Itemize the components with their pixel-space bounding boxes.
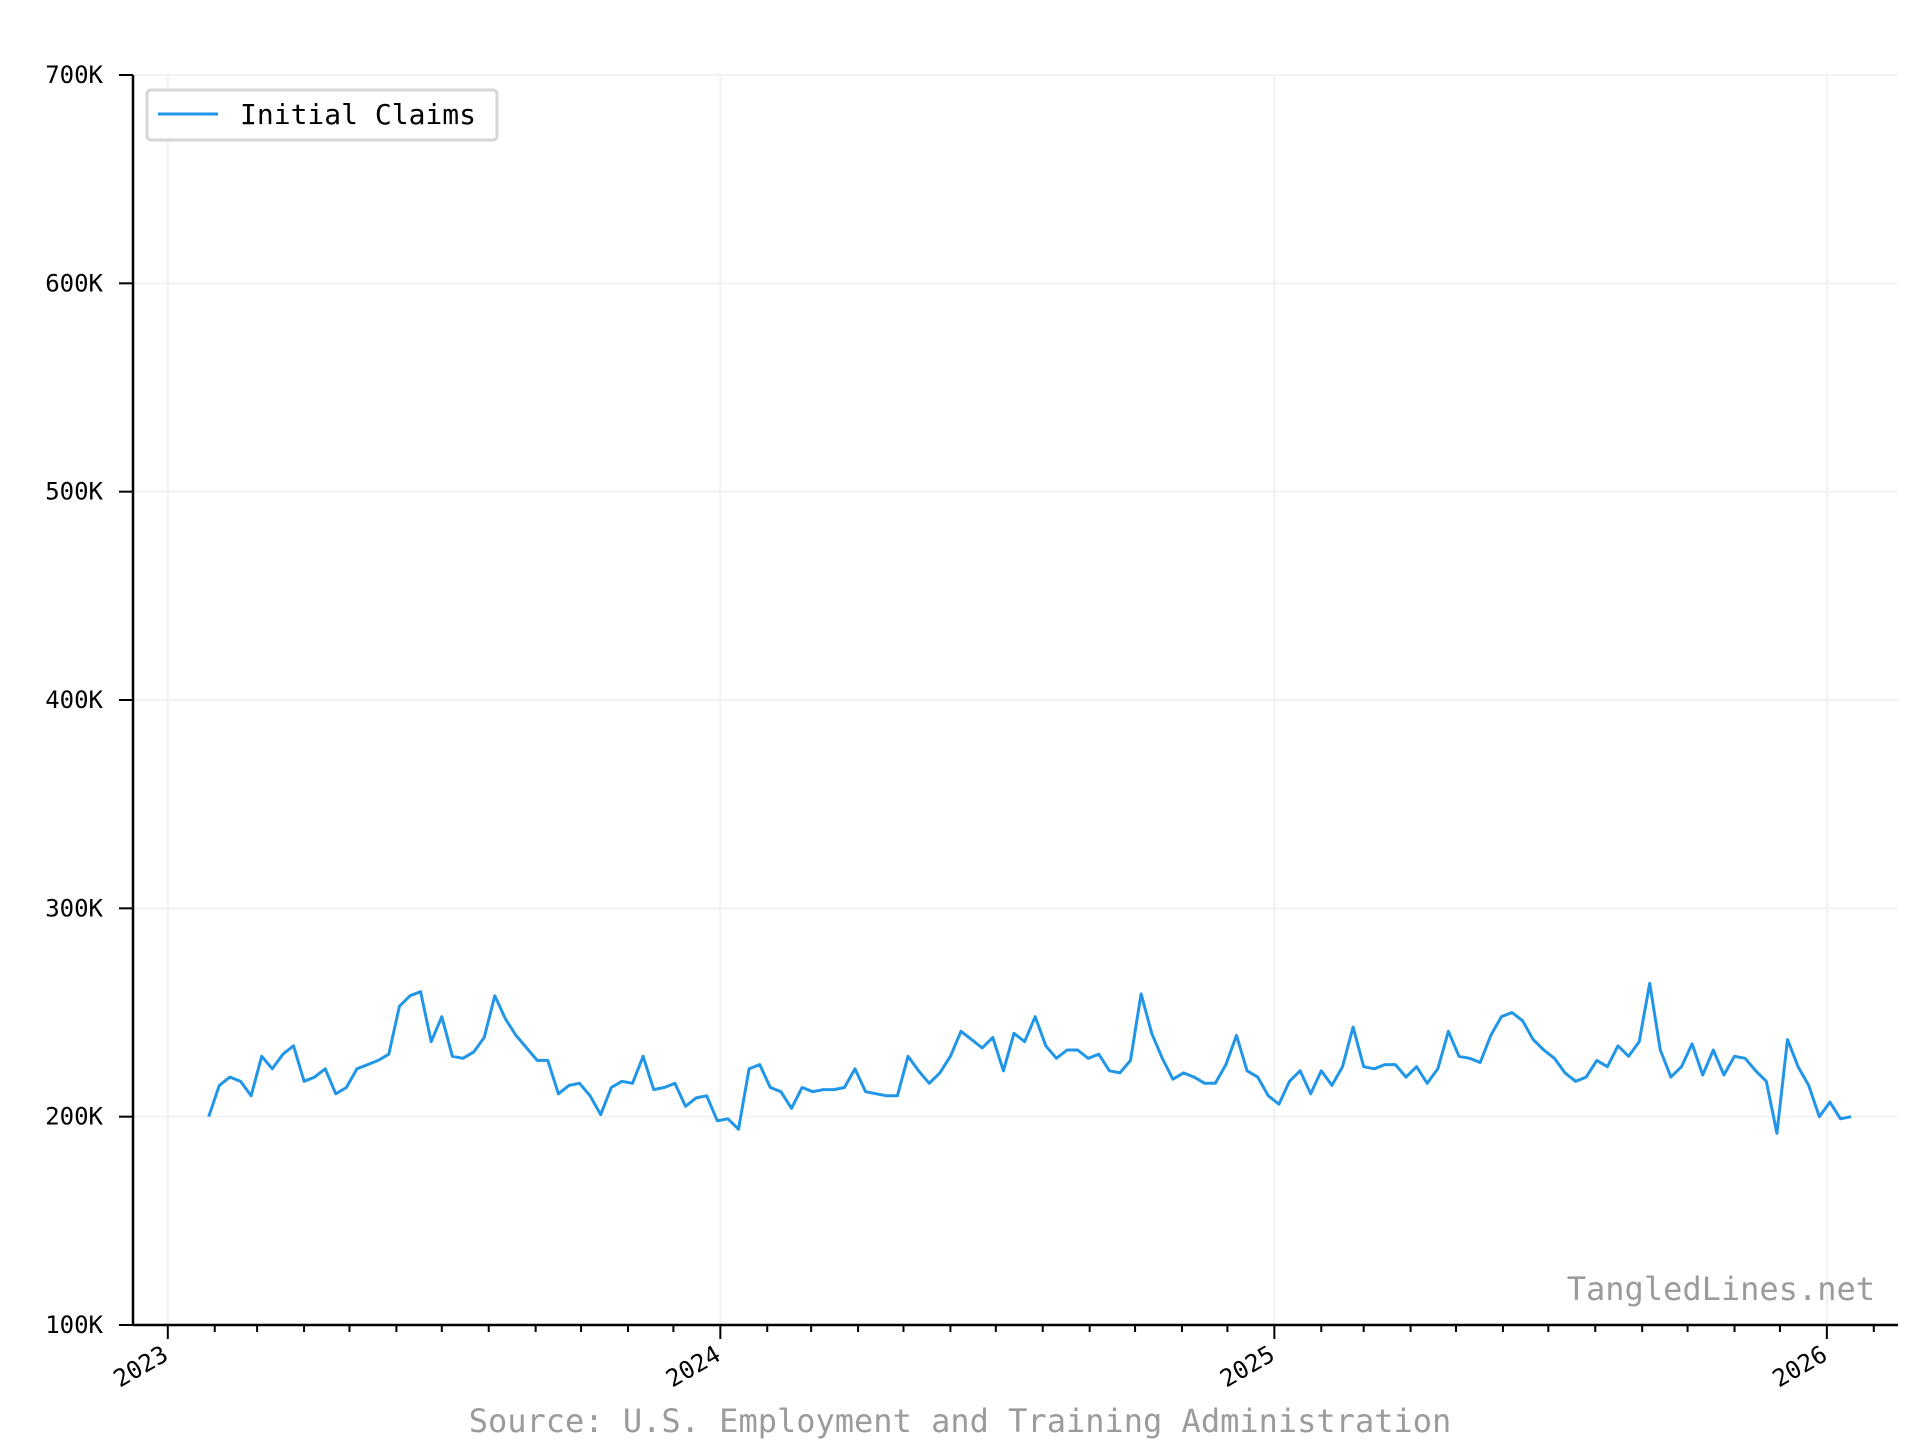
- x-tick-label: 2026: [1768, 1340, 1832, 1393]
- x-tick-label: 2023: [109, 1340, 173, 1393]
- y-tick-label: 100K: [45, 1311, 103, 1339]
- y-tick-label: 300K: [45, 894, 103, 922]
- y-tick-label: 400K: [45, 686, 103, 714]
- grid: [133, 74, 1898, 1326]
- y-tick-label: 600K: [45, 269, 103, 297]
- series-layer: [207, 981, 1852, 1135]
- y-tick-label: 200K: [45, 1103, 103, 1131]
- y-tick-label: 500K: [45, 478, 103, 506]
- x-tick-label: 2024: [661, 1340, 725, 1393]
- ticks: 100K 200K 300K 400K 500K 600K 700K 2023 2024 2025…: [45, 61, 1875, 1393]
- legend: Initial Claims: [145, 88, 499, 142]
- y-tick-label: 700K: [45, 61, 103, 89]
- x-tick-label: 2025: [1215, 1340, 1279, 1393]
- legend-frame: [145, 88, 499, 142]
- legend-label: Initial Claims: [240, 98, 476, 131]
- source-note: Source: U.S. Employment and Training Adm…: [469, 1402, 1452, 1440]
- series-line-initial-claims: [207, 981, 1852, 1135]
- watermark: TangledLines.net: [1567, 1270, 1875, 1308]
